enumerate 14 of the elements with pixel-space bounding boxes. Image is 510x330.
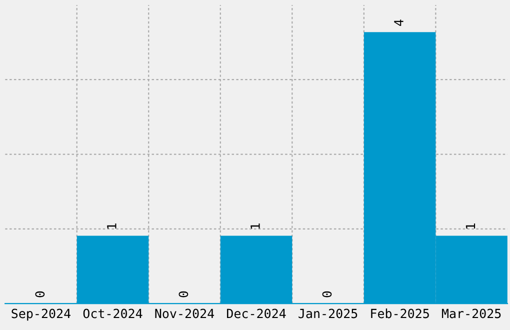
x-tick-label: Sep-2024 [12, 308, 70, 321]
x-tick-label: Mar-2025 [442, 308, 501, 318]
x-tick-label: Oct-2024 [83, 308, 142, 318]
data-label: 0 [35, 291, 45, 298]
x-tick-label: Feb-2025 [371, 308, 429, 318]
data-label: 0 [178, 291, 188, 298]
x-tick-label: Nov-2024 [155, 308, 214, 318]
data-label: 0 [322, 291, 332, 298]
data-label: 1 [250, 223, 260, 229]
data-label: 1 [466, 223, 476, 229]
data-label: 1 [107, 223, 116, 229]
x-tick-label: Jan-2025 [298, 308, 358, 318]
x-tick-label: Dec-2024 [227, 308, 286, 318]
data-label: 4 [394, 20, 404, 26]
